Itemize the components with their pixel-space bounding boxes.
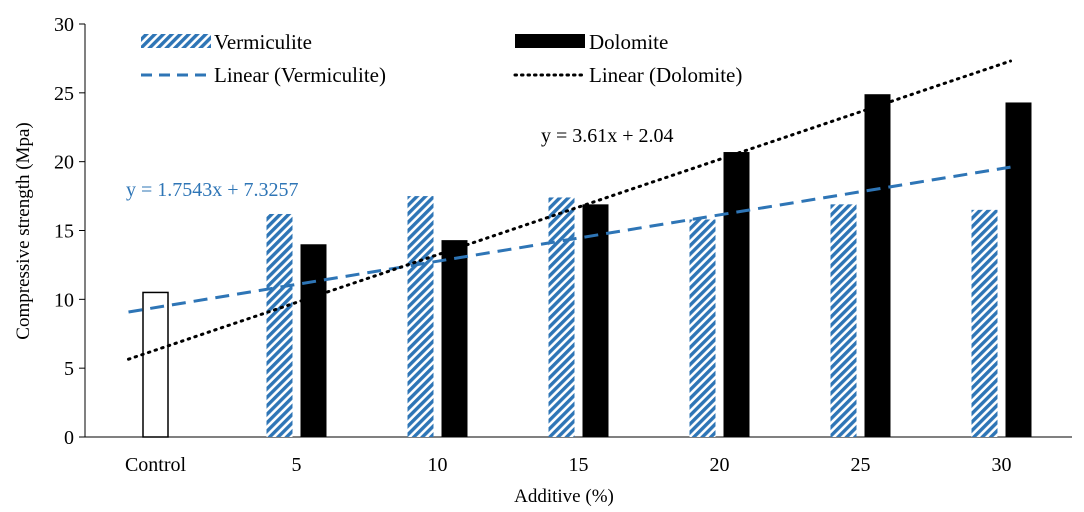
legend-label-linear-vermiculite: Linear (Vermiculite) [214, 63, 386, 87]
legend-label-vermiculite: Vermiculite [214, 30, 312, 54]
y-tick-label: 25 [54, 83, 74, 105]
bar-dolomite [1005, 102, 1032, 437]
bar-vermiculite [407, 196, 434, 437]
bar-vermiculite [830, 204, 857, 437]
trendline-vermiculite [128, 165, 1011, 314]
x-tick-labels: Control 5 10 15 20 25 30 [125, 454, 1012, 476]
x-tick-label: 10 [428, 454, 448, 476]
y-tick-label: 0 [64, 427, 74, 449]
y-tick-label: 10 [54, 289, 74, 311]
legend: Vermiculite Dolomite Linear (Vermiculite… [141, 30, 742, 87]
y-tick-label: 15 [54, 221, 74, 243]
y-tick-label: 5 [64, 358, 74, 380]
legend-label-linear-dolomite: Linear (Dolomite) [589, 63, 742, 87]
y-tick-labels: 0 5 10 15 20 25 30 [54, 14, 85, 449]
vermiculite-equation-label: y = 1.7543x + 7.3257 [126, 179, 299, 201]
bar-vermiculite [971, 209, 998, 437]
y-axis-title: Compressive strength (Mpa) [13, 122, 34, 339]
x-tick-label: Control [125, 454, 187, 476]
legend-swatch-vermiculite [141, 34, 211, 48]
x-tick-label: 20 [710, 454, 730, 476]
x-tick-label: 30 [992, 454, 1012, 476]
bar-vermiculite [266, 213, 293, 437]
x-tick-label: 25 [851, 454, 871, 476]
bar-vermiculite [548, 197, 575, 437]
x-axis-title: Additive (%) [514, 486, 614, 507]
trendline-dolomite [127, 59, 1012, 361]
legend-swatch-dolomite [515, 34, 585, 48]
legend-label-dolomite: Dolomite [589, 30, 668, 54]
bar-dolomite [300, 244, 327, 437]
x-tick-label: 5 [292, 454, 302, 476]
y-tick-label: 30 [54, 14, 74, 36]
bar-vermiculite [689, 219, 716, 437]
bars [142, 94, 1032, 438]
trendlines [127, 59, 1012, 361]
x-tick-label: 15 [569, 454, 589, 476]
dolomite-equation-label: y = 3.61x + 2.04 [541, 125, 674, 147]
bar-dolomite [864, 94, 891, 438]
y-tick-label: 20 [54, 152, 74, 174]
bar-dolomite [582, 204, 609, 437]
bar-dolomite [441, 240, 468, 437]
bar-dolomite [723, 152, 750, 437]
bar-control [142, 291, 169, 438]
